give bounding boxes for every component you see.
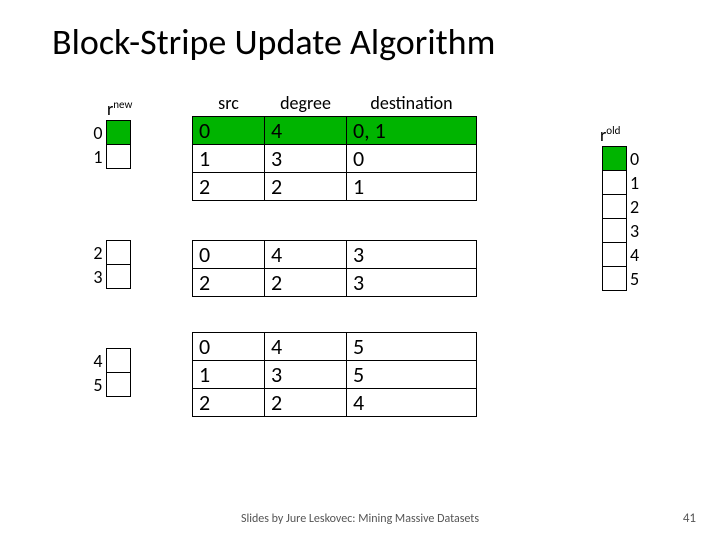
stripe-row: 040, 1 xyxy=(193,117,477,145)
rnew-cell xyxy=(106,265,130,289)
stripe-cell: 3 xyxy=(347,269,477,297)
stripe-cell: 5 xyxy=(347,361,477,389)
rold-index: 3 xyxy=(627,219,651,243)
rnew-group: 01 xyxy=(82,120,131,169)
rold-index: 1 xyxy=(627,171,651,195)
rold-index: 2 xyxy=(627,195,651,219)
stripe-row: 130 xyxy=(193,145,477,173)
rnew-index: 3 xyxy=(82,265,106,289)
stripe-header: degree xyxy=(265,92,347,117)
rnew-index: 5 xyxy=(82,373,106,397)
rnew-group: 45 xyxy=(82,348,131,397)
rnew-cell xyxy=(106,121,130,145)
stripe-block: 045135224 xyxy=(192,332,477,417)
stripe-block: 043223 xyxy=(192,240,477,297)
stripe-row: 135 xyxy=(193,361,477,389)
stripe-cell: 5 xyxy=(347,333,477,361)
rold-cell xyxy=(603,147,627,171)
stripe-cell: 1 xyxy=(193,145,265,173)
stripe-cell: 0 xyxy=(193,241,265,269)
rold-cell xyxy=(603,243,627,267)
stripe-block: srcdegreedestination040, 1130221 xyxy=(192,92,477,201)
rnew-group: 23 xyxy=(82,240,131,289)
rold-cell xyxy=(603,267,627,291)
rnew-index: 1 xyxy=(82,145,106,169)
rold-group: 012345 xyxy=(602,146,651,291)
rold-label: rold xyxy=(600,124,620,146)
stripe-cell: 4 xyxy=(265,333,347,361)
stripe-row: 223 xyxy=(193,269,477,297)
stripe-row: 043 xyxy=(193,241,477,269)
stripe-cell: 2 xyxy=(265,389,347,417)
stripe-cell: 1 xyxy=(347,173,477,201)
rnew-cell xyxy=(106,241,130,265)
stripe-cell: 4 xyxy=(265,117,347,145)
stripe-row: 224 xyxy=(193,389,477,417)
rold-index: 4 xyxy=(627,243,651,267)
stripe-cell: 2 xyxy=(265,173,347,201)
footer-credit: Slides by Jure Leskovec: Mining Massive … xyxy=(0,512,720,526)
rnew-cell xyxy=(106,349,130,373)
stripe-cell: 0 xyxy=(347,145,477,173)
stripe-cell: 3 xyxy=(265,145,347,173)
stripe-row: 221 xyxy=(193,173,477,201)
stripe-cell: 2 xyxy=(265,269,347,297)
stripe-cell: 3 xyxy=(265,361,347,389)
stripe-row: 045 xyxy=(193,333,477,361)
rnew-cell xyxy=(106,145,130,169)
stripe-cell: 0 xyxy=(193,333,265,361)
stripe-cell: 4 xyxy=(265,241,347,269)
rold-cell xyxy=(603,195,627,219)
stripe-cell: 2 xyxy=(193,269,265,297)
stripe-header: destination xyxy=(347,92,477,117)
stripe-cell: 2 xyxy=(193,389,265,417)
rnew-index: 4 xyxy=(82,349,106,373)
rnew-cell xyxy=(106,373,130,397)
stripe-cell: 1 xyxy=(193,361,265,389)
slide-title: Block-Stripe Update Algorithm xyxy=(52,20,495,64)
stripe-cell: 0, 1 xyxy=(347,117,477,145)
rold-cell xyxy=(603,171,627,195)
stripe-header: src xyxy=(193,92,265,117)
stripe-cell: 3 xyxy=(347,241,477,269)
stripe-cell: 4 xyxy=(347,389,477,417)
rold-index: 5 xyxy=(627,267,651,291)
rold-cell xyxy=(603,219,627,243)
rnew-label: rnew xyxy=(107,98,132,120)
rold-index: 0 xyxy=(627,147,651,171)
stripe-cell: 2 xyxy=(193,173,265,201)
rnew-index: 0 xyxy=(82,121,106,145)
stripe-cell: 0 xyxy=(193,117,265,145)
page-number: 41 xyxy=(683,511,696,526)
rnew-index: 2 xyxy=(82,241,106,265)
